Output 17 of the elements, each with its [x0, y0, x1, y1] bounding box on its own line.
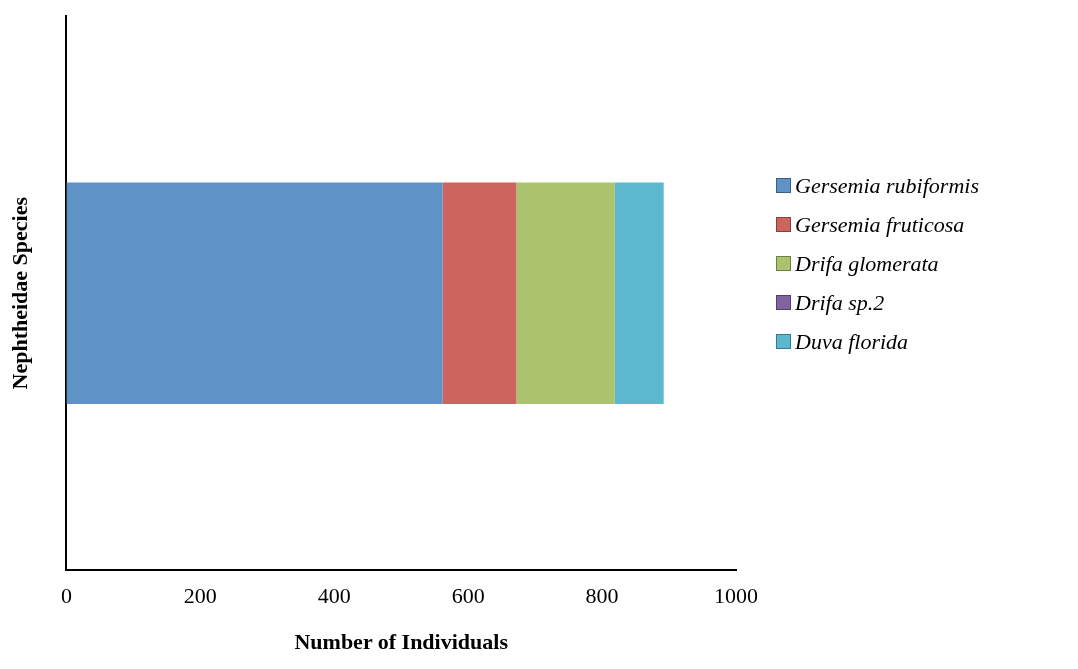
legend-label: Duva florida	[795, 328, 909, 355]
bar	[442, 182, 517, 404]
y-axis-title: Nephtheidae Species	[6, 196, 32, 390]
legend-label: Drifa sp.2	[795, 289, 885, 316]
bar	[66, 182, 443, 404]
legend-label: Gersemia rubiformis	[795, 172, 979, 199]
x-tick-label: 1000	[714, 583, 758, 609]
x-tick-label: 200	[183, 583, 217, 609]
bar	[614, 182, 664, 404]
x-tick-label: 800	[585, 583, 619, 609]
x-axis-title: Number of Individuals	[294, 629, 509, 655]
x-tick-label: 600	[451, 583, 485, 609]
bar	[516, 182, 615, 404]
legend-label: Drifa glomerata	[795, 250, 939, 277]
x-tick-label: 400	[317, 583, 351, 609]
legend-label: Gersemia fruticosa	[795, 211, 965, 238]
x-tick-label: 0	[60, 583, 72, 609]
